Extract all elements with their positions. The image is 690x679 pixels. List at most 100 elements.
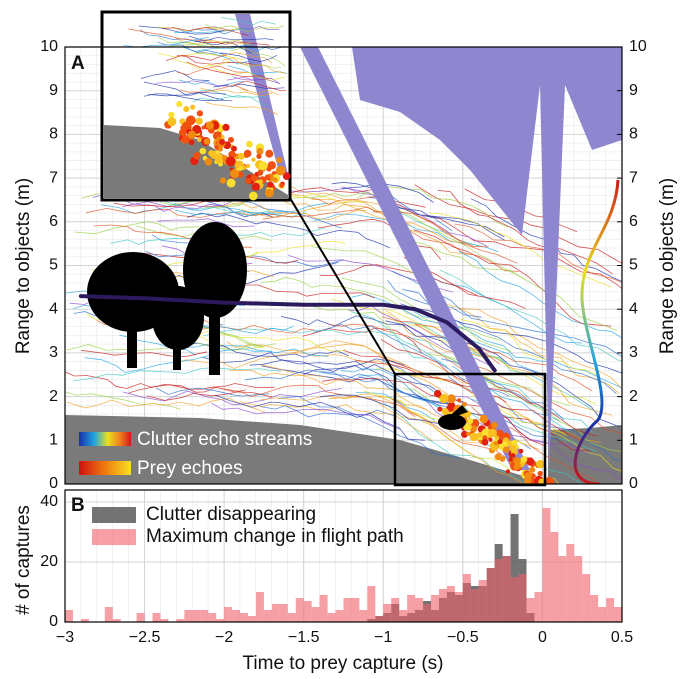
echo-stream: [140, 70, 210, 81]
prey-echo: [217, 146, 223, 152]
echo-stream: [238, 61, 281, 69]
histogram-bar: [279, 604, 288, 622]
clutter-shadow: [300, 47, 530, 470]
y2-tick-label: 6: [629, 213, 638, 230]
clutter-shadow: [352, 47, 622, 470]
prey-echo: [183, 106, 190, 113]
prey-echo: [538, 478, 546, 484]
prey-echo: [434, 389, 442, 398]
echo-stream: [385, 320, 620, 428]
y-tick-label: 5: [49, 257, 58, 274]
prey-echo: [467, 418, 474, 424]
echo-stream: [210, 402, 400, 430]
prey-echo: [446, 394, 456, 404]
histogram-bar: [287, 613, 296, 622]
echo-stream: [179, 84, 249, 93]
echo-stream: [157, 218, 255, 228]
x-tick-label: −1: [374, 629, 392, 646]
y-tick-label: 0: [49, 613, 58, 630]
prey-echo: [219, 138, 226, 146]
legend-swatch: [92, 507, 136, 523]
histogram-bar: [383, 604, 392, 622]
prey-echo: [537, 470, 543, 477]
prey-echo: [197, 137, 202, 142]
histogram-bar: [566, 544, 575, 622]
echo-stream: [329, 323, 533, 404]
prey-echo: [226, 178, 236, 188]
echo-stream: [387, 279, 617, 395]
moth: [445, 405, 468, 420]
echo-stream: [148, 92, 224, 101]
zoom-connector: [289, 197, 396, 375]
x-tick-label: 0.5: [611, 629, 633, 646]
echo-stream: [213, 83, 285, 90]
legend-swatch: [92, 529, 136, 545]
histogram-bar: [255, 592, 264, 622]
prey-echo: [203, 138, 211, 145]
prey-echo: [279, 182, 285, 188]
prey-echo: [229, 169, 240, 179]
histogram-bar: [486, 568, 495, 622]
prey-echo: [479, 414, 489, 424]
histogram-bar: [470, 589, 479, 622]
prey-echo: [469, 432, 479, 442]
echo-stream: [216, 191, 366, 208]
echo-stream: [458, 251, 622, 339]
prey-echo: [176, 101, 183, 108]
y2-tick-label: 10: [629, 38, 647, 55]
histogram-bar: [367, 586, 376, 622]
echo-stream: [158, 37, 219, 49]
echo-stream: [202, 202, 367, 221]
prey-echo: [264, 174, 271, 181]
legend-label: Maximum change in flight path: [146, 526, 404, 547]
prey-echo: [493, 441, 498, 446]
zoom-box: [393, 372, 547, 487]
histogram-bar: [224, 607, 233, 622]
prey-echo: [196, 110, 204, 117]
x-tick-label: −1.5: [288, 629, 320, 646]
echo-stream: [277, 396, 460, 459]
prey-echo: [256, 147, 264, 155]
prey-echo: [508, 457, 513, 462]
prey-echo: [282, 172, 291, 180]
echo-stream: [469, 363, 622, 434]
histogram-bar: [232, 610, 241, 622]
y-tick-label: 6: [49, 213, 58, 230]
prey-echo: [536, 459, 545, 469]
prey-echo: [185, 115, 196, 126]
legend-label: Prey echoes: [137, 458, 243, 479]
histogram-bar: [558, 556, 567, 622]
echo-stream: [320, 371, 561, 442]
y-tick-label: 1: [49, 432, 58, 449]
moth: [438, 414, 466, 430]
echo-stream: [205, 102, 278, 115]
histogram-bar: [526, 598, 535, 622]
range-profile: [573, 179, 620, 484]
histogram-bar: [240, 613, 249, 622]
histogram-bar: [248, 616, 256, 622]
histogram-bar: [462, 574, 471, 622]
histogram-bar: [208, 613, 217, 622]
prey-echo: [477, 432, 483, 438]
echo-stream: [460, 318, 601, 377]
echo-stream: [234, 80, 287, 92]
echo-stream: [203, 327, 428, 359]
inset: [100, 10, 292, 202]
echo-stream: [65, 371, 273, 398]
histogram-bar: [375, 616, 384, 622]
echo-stream: [146, 389, 246, 401]
prey-echo: [251, 157, 256, 162]
prey-echo: [491, 421, 498, 429]
histogram-bar: [582, 574, 591, 622]
prey-echo: [195, 117, 203, 125]
prey-echo: [511, 439, 518, 446]
echo-stream: [230, 47, 286, 67]
y-tick-label: 8: [49, 126, 58, 143]
prey-echo: [193, 152, 201, 160]
x-tick-label: −3: [56, 629, 74, 646]
prey-echo: [494, 435, 499, 440]
histogram-bar: [343, 598, 352, 622]
y2-tick-label: 8: [629, 126, 638, 143]
echo-stream: [239, 88, 280, 96]
legend-swatch: [79, 461, 131, 475]
